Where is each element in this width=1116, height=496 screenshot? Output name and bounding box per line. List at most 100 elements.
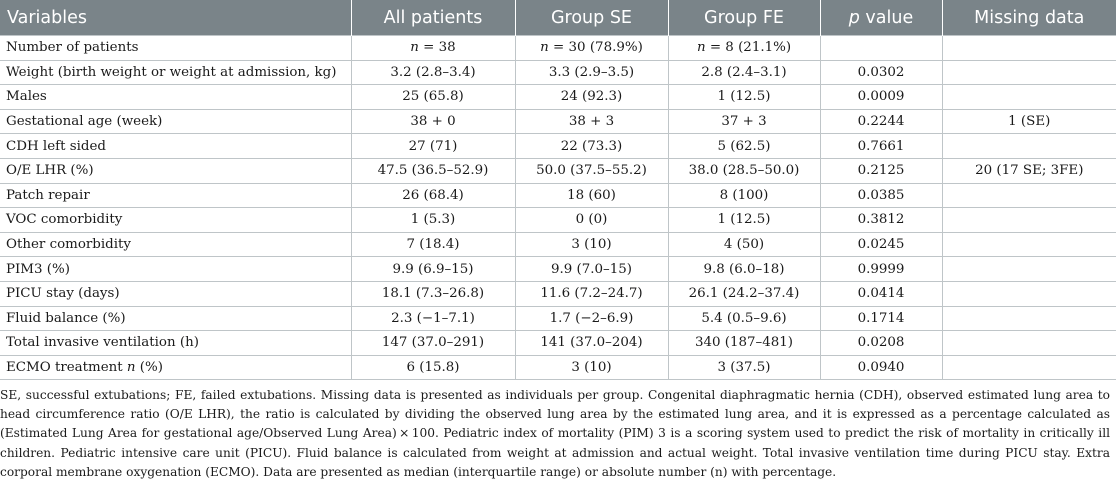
cell-p-value: 0.2244: [819, 108, 943, 135]
cell-all-patients: 7 (18.4): [350, 231, 516, 258]
header-group-se: Group SE: [515, 0, 669, 36]
cell-p-value: 0.1714: [819, 305, 943, 332]
cell-variable: PICU stay (days): [0, 280, 352, 307]
cell-p-value: 0.3812: [819, 207, 943, 233]
cell-missing-data: [941, 133, 1116, 159]
cell-all-patients: 1 (5.3): [350, 207, 516, 233]
cell-group-se: 3 (10): [514, 354, 669, 381]
cell-p-value: 0.0385: [819, 182, 943, 209]
patient-characteristics-table: Variables All patients Group SE Group FE p v…: [0, 0, 1116, 381]
cell-group-fe: 37 + 3: [667, 108, 821, 135]
cell-variable: Number of patients: [0, 35, 352, 61]
cell-all-patients: 38 + 0: [350, 108, 516, 135]
cell-missing-data: [941, 35, 1116, 61]
table-row: Gestational age (week) 38 + 0 38 + 3 37 + 3…: [0, 108, 1116, 135]
cell-group-fe: 1 (12.5): [667, 207, 821, 233]
cell-missing-data: [941, 59, 1116, 86]
cell-p-value: 0.9999: [819, 256, 943, 282]
cell-all-patients: 27 (71): [350, 133, 516, 159]
cell-group-se: 9.9 (7.0–15): [514, 256, 669, 282]
cell-all-patients: 147 (37.0–291): [350, 330, 516, 356]
cell-p-value: 0.0302: [819, 59, 943, 86]
cell-variable: Total invasive ventilation (h): [0, 330, 352, 356]
cell-group-fe: 2.8 (2.4–3.1): [667, 59, 821, 86]
cell-group-fe: 38.0 (28.5–50.0): [667, 157, 821, 184]
cell-group-se: 11.6 (7.2–24.7): [514, 280, 669, 307]
cell-all-patients: 2.3 (−1–7.1): [350, 305, 516, 332]
cell-missing-data: [941, 354, 1116, 381]
cell-variable: Fluid balance (%): [0, 305, 352, 332]
cell-missing-data: [941, 207, 1116, 233]
cell-group-se: 3.3 (2.9–3.5): [514, 59, 669, 86]
cell-p-value: 0.0245: [819, 231, 943, 258]
cell-group-se: 24 (92.3): [514, 84, 669, 110]
cell-all-patients: 25 (65.8): [350, 84, 516, 110]
table-row: Weight (birth weight or weight at admiss…: [0, 59, 1116, 86]
cell-variable: CDH left sided: [0, 133, 352, 159]
cell-group-se: 22 (73.3): [514, 133, 669, 159]
cell-variable: Gestational age (week): [0, 108, 352, 135]
cell-all-patients: 6 (15.8): [350, 354, 516, 381]
cell-group-se: 18 (60): [514, 182, 669, 209]
header-missing-data: Missing data: [942, 0, 1116, 36]
cell-missing-data: [941, 84, 1116, 110]
cell-missing-data: [941, 182, 1116, 209]
table-row: Total invasive ventilation (h) 147 (37.0–…: [0, 330, 1116, 356]
cell-p-value: 0.7661: [819, 133, 943, 159]
cell-group-se: 1.7 (−2–6.9): [514, 305, 669, 332]
table-footnote: SE, successful extubations; FE, failed e…: [0, 388, 1110, 479]
cell-all-patients: 9.9 (6.9–15): [350, 256, 516, 282]
cell-p-value: [819, 35, 943, 61]
cell-group-fe: 8 (100): [667, 182, 821, 209]
cell-missing-data: [941, 256, 1116, 282]
cell-group-se: 38 + 3: [514, 108, 669, 135]
cell-all-patients: 3.2 (2.8–3.4): [350, 59, 516, 86]
cell-group-se: 50.0 (37.5–55.2): [514, 157, 669, 184]
cell-all-patients: n = 38: [350, 35, 516, 61]
cell-group-fe: 4 (50): [667, 231, 821, 258]
table-row: O/E LHR (%) 47.5 (36.5–52.9) 50.0 (37.5–55…: [0, 157, 1116, 184]
cell-variable: Weight (birth weight or weight at admiss…: [0, 59, 352, 86]
cell-variable: Patch repair: [0, 182, 352, 209]
cell-missing-data: [941, 280, 1116, 307]
cell-group-fe: 5 (62.5): [667, 133, 821, 159]
table-row: Males 25 (65.8) 24 (92.3) 1 (12.5) 0.0009: [0, 84, 1116, 110]
cell-p-value: 0.0414: [819, 280, 943, 307]
cell-p-value: 0.0208: [819, 330, 943, 356]
table-row: Other comorbidity 7 (18.4) 3 (10) 4 (50) 0.0…: [0, 231, 1116, 258]
table-row: Number of patients n = 38 n = 30 (78.9%) n …: [0, 35, 1116, 61]
cell-p-value: 0.2125: [819, 157, 943, 184]
cell-p-value: 0.0940: [819, 354, 943, 381]
cell-group-se: n = 30 (78.9%): [514, 35, 669, 61]
cell-group-se: 141 (37.0–204): [514, 330, 669, 356]
cell-group-fe: 3 (37.5): [667, 354, 821, 381]
cell-all-patients: 18.1 (7.3–26.8): [350, 280, 516, 307]
cell-variable: ECMO treatment n (%): [0, 354, 352, 381]
table-row: ECMO treatment n (%) 6 (15.8) 3 (10) 3 (37.…: [0, 354, 1116, 381]
cell-group-se: 0 (0): [514, 207, 669, 233]
table-header-row: Variables All patients Group SE Group FE p v…: [0, 0, 1116, 36]
table-row: PIM3 (%) 9.9 (6.9–15) 9.9 (7.0–15) 9.8 (6.0…: [0, 256, 1116, 282]
cell-group-se: 3 (10): [514, 231, 669, 258]
cell-group-fe: 1 (12.5): [667, 84, 821, 110]
cell-variable: Other comorbidity: [0, 231, 352, 258]
cell-group-fe: n = 8 (21.1%): [667, 35, 821, 61]
cell-p-value: 0.0009: [819, 84, 943, 110]
cell-missing-data: [941, 305, 1116, 332]
header-group-fe: Group FE: [668, 0, 821, 36]
table-row: CDH left sided 27 (71) 22 (73.3) 5 (62.5) 0.…: [0, 133, 1116, 159]
cell-all-patients: 47.5 (36.5–52.9): [350, 157, 516, 184]
table-row: VOC comorbidity 1 (5.3) 0 (0) 1 (12.5) 0.381…: [0, 207, 1116, 233]
table-row: Fluid balance (%) 2.3 (−1–7.1) 1.7 (−2–6.9…: [0, 305, 1116, 332]
header-all-patients: All patients: [351, 0, 516, 36]
cell-missing-data: 20 (17 SE; 3FE): [941, 157, 1116, 184]
cell-group-fe: 26.1 (24.2–37.4): [667, 280, 821, 307]
cell-missing-data: 1 (SE): [941, 108, 1116, 135]
cell-missing-data: [941, 231, 1116, 258]
cell-variable: PIM3 (%): [0, 256, 352, 282]
table-row: Patch repair 26 (68.4) 18 (60) 8 (100) 0.038…: [0, 182, 1116, 209]
header-variables: Variables: [0, 0, 352, 36]
cell-missing-data: [941, 330, 1116, 356]
cell-group-fe: 9.8 (6.0–18): [667, 256, 821, 282]
cell-variable: O/E LHR (%): [0, 157, 352, 184]
